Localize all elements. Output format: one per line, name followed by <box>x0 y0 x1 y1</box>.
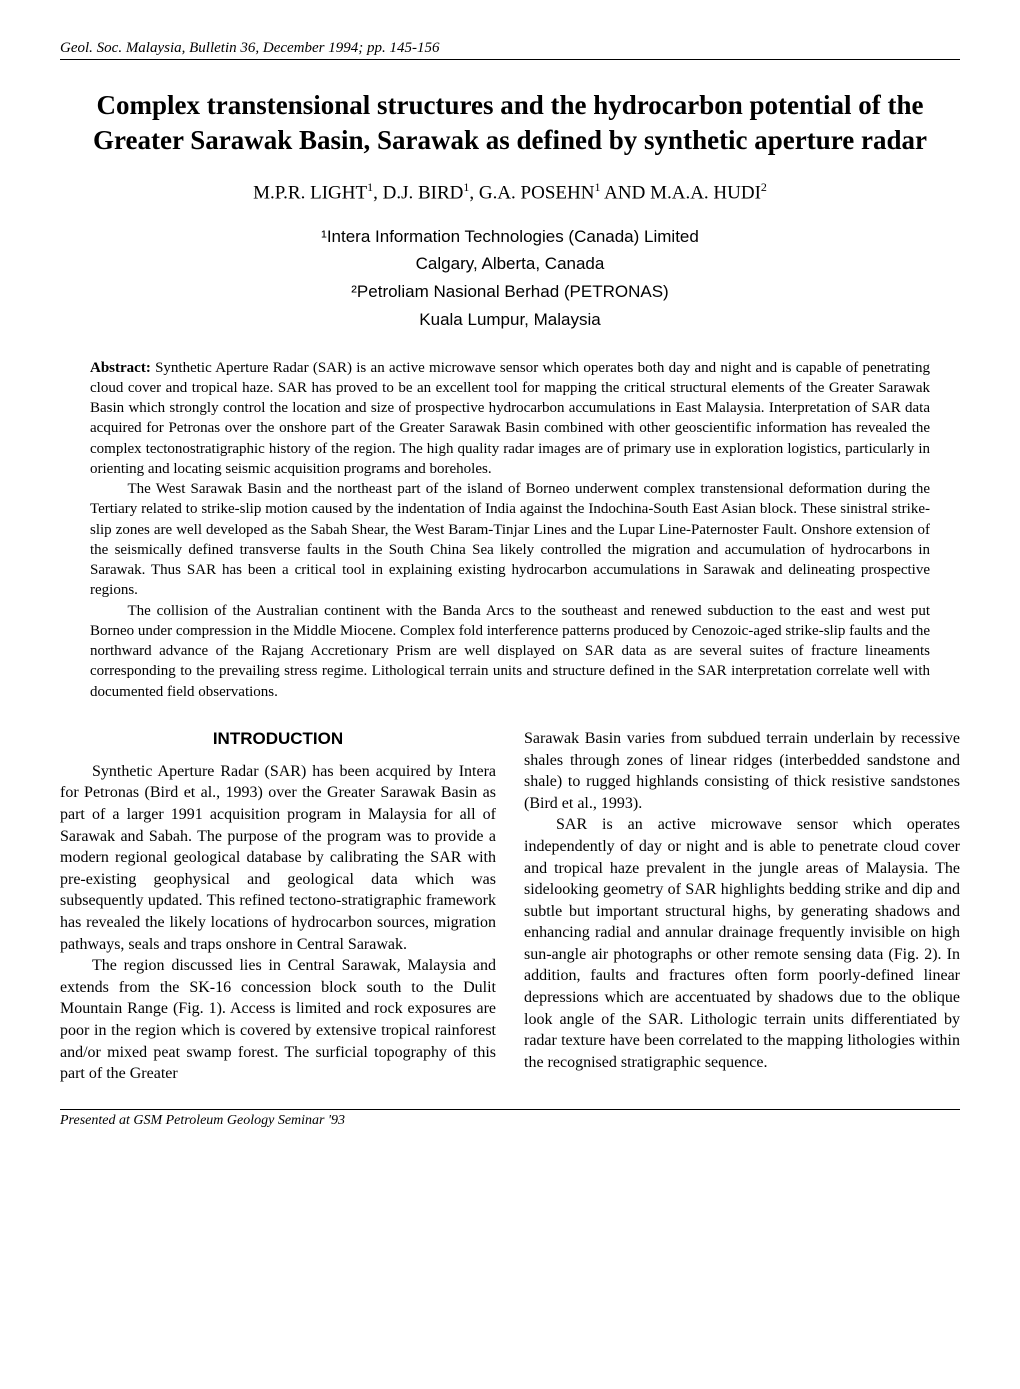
section-heading-introduction: INTRODUCTION <box>60 728 496 751</box>
body-columns: INTRODUCTION Synthetic Aperture Radar (S… <box>60 728 960 1085</box>
left-column: INTRODUCTION Synthetic Aperture Radar (S… <box>60 728 496 1085</box>
affiliation-2-name: ²Petroliam Nasional Berhad (PETRONAS) <box>60 280 960 304</box>
affiliation-2-location: Kuala Lumpur, Malaysia <box>60 308 960 332</box>
page-title: Complex transtensional structures and th… <box>60 88 960 158</box>
abstract-label: Abstract: <box>90 360 151 376</box>
affiliation-1-name: ¹Intera Information Technologies (Canada… <box>60 225 960 249</box>
abstract-paragraph-1: Abstract: Synthetic Aperture Radar (SAR)… <box>90 358 930 480</box>
header-citation: Geol. Soc. Malaysia, Bulletin 36, Decemb… <box>60 40 960 60</box>
body-paragraph: SAR is an active microwave sensor which … <box>524 814 960 1073</box>
abstract-paragraph-3: The collision of the Australian continen… <box>90 601 930 702</box>
abstract-p1-text: Synthetic Aperture Radar (SAR) is an act… <box>90 360 930 477</box>
abstract-paragraph-2: The West Sarawak Basin and the northeast… <box>90 479 930 601</box>
abstract: Abstract: Synthetic Aperture Radar (SAR)… <box>90 358 930 702</box>
right-column: Sarawak Basin varies from subdued terrai… <box>524 728 960 1085</box>
body-paragraph: Sarawak Basin varies from subdued terrai… <box>524 728 960 814</box>
affiliation-1-location: Calgary, Alberta, Canada <box>60 252 960 276</box>
authors-line: M.P.R. LIGHT1, D.J. BIRD1, G.A. POSEHN1 … <box>60 180 960 204</box>
footer-note: Presented at GSM Petroleum Geology Semin… <box>60 1109 960 1129</box>
body-paragraph: The region discussed lies in Central Sar… <box>60 955 496 1085</box>
body-paragraph: Synthetic Aperture Radar (SAR) has been … <box>60 761 496 955</box>
affiliations: ¹Intera Information Technologies (Canada… <box>60 225 960 332</box>
